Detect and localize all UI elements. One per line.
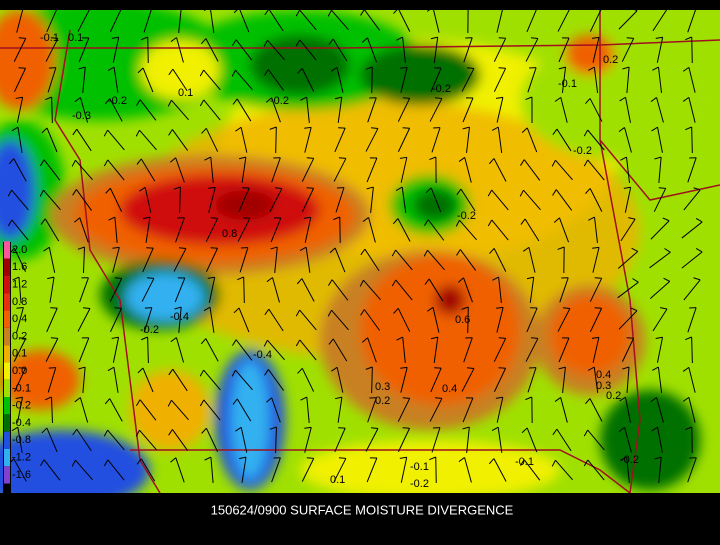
barb-tick xyxy=(403,98,410,99)
contour-label: 0.1 xyxy=(178,87,193,99)
contour-label: -0.4 xyxy=(253,349,272,361)
contour-label: 0.2 xyxy=(606,390,621,402)
contour-label: -0.2 xyxy=(140,324,159,336)
contour-label: -0.2 xyxy=(573,145,592,157)
legend-label: -1.6 xyxy=(12,469,31,481)
legend-swatch xyxy=(4,414,10,431)
barb-tick xyxy=(49,368,56,369)
barb-tick xyxy=(307,158,314,159)
legend-swatch xyxy=(4,293,10,310)
barb-tick xyxy=(19,38,26,39)
legend-label: 2.0 xyxy=(12,244,27,256)
barb-tick xyxy=(499,368,506,369)
barb-tick xyxy=(659,188,666,189)
contour-label: -0.4 xyxy=(170,311,189,323)
barb-tick xyxy=(403,398,410,399)
legend-label: 1.2 xyxy=(12,279,27,291)
legend-label: -1.2 xyxy=(12,452,31,464)
legend-swatch xyxy=(4,241,10,258)
contour-label: 0.3 xyxy=(375,381,390,393)
contour-label: -0.1 xyxy=(40,32,59,44)
legend-swatch xyxy=(4,276,10,293)
contour-label: 0.8 xyxy=(222,228,237,240)
barb-tick xyxy=(147,278,154,279)
legend-label: 0.0 xyxy=(12,365,27,377)
barb-shaft xyxy=(692,127,693,153)
barb-tick xyxy=(307,458,314,459)
legend-swatch xyxy=(4,397,10,414)
barb-tick xyxy=(499,38,506,39)
contour-label: 0.2 xyxy=(603,54,618,66)
contour-label: -0.1 xyxy=(558,78,577,90)
legend-swatch xyxy=(4,259,10,276)
barb-tick xyxy=(595,308,602,309)
legend-swatch xyxy=(4,380,10,397)
contour-label: -0.3 xyxy=(72,110,91,122)
legend-swatch xyxy=(4,449,10,466)
legend-label: -0.2 xyxy=(12,400,31,412)
barb-tick xyxy=(307,188,314,189)
barb-tick xyxy=(211,218,218,219)
barb-tick xyxy=(339,458,346,459)
barb-shaft xyxy=(276,127,277,153)
legend-swatch xyxy=(4,311,10,328)
legend-label: 0.4 xyxy=(12,313,27,325)
contour-label: -0.2 xyxy=(270,95,289,107)
barb-tick xyxy=(51,338,58,339)
contour-label: 0.6 xyxy=(455,314,470,326)
legend-swatch xyxy=(4,345,10,362)
contour-label: -0.2 xyxy=(620,454,639,466)
contour-label: -0.1 xyxy=(410,461,429,473)
barb-tick xyxy=(499,68,506,69)
contour-label: -0.2 xyxy=(432,83,451,95)
legend-swatch xyxy=(4,466,10,483)
field: -0.1 0.1 -0.2 -0.3 0.1 -0.2 -0.2 -0.1 0.2 -0.2 -0.… xyxy=(0,0,720,510)
contour-label: 0.2 xyxy=(375,395,390,407)
legend-label: -0.8 xyxy=(12,434,31,446)
barb-tick xyxy=(595,278,602,279)
contour-label: -0.2 xyxy=(410,478,429,490)
barb-shaft xyxy=(436,457,437,483)
legend-swatch xyxy=(4,328,10,345)
legend-swatch xyxy=(4,362,10,379)
legend-label: 0.1 xyxy=(12,348,27,360)
barb-shaft xyxy=(244,277,245,303)
contour-label: 0.1 xyxy=(330,474,345,486)
barb-tick xyxy=(627,38,634,39)
contour-label: -0.2 xyxy=(108,95,127,107)
legend-label: 1.6 xyxy=(12,261,27,273)
barb-tick xyxy=(115,278,122,279)
legend-swatch xyxy=(4,432,10,449)
barb-shaft xyxy=(372,367,373,393)
legend-label: 0.8 xyxy=(12,296,27,308)
barb-shaft xyxy=(148,37,149,63)
legend-label: 0.2 xyxy=(12,330,27,342)
contour-label: -0.2 xyxy=(457,210,476,222)
contour-label: 0.1 xyxy=(68,32,83,44)
barb-tick xyxy=(627,338,634,339)
caption: 150624/0900 SURFACE MOISTURE DIVERGENCE xyxy=(211,502,514,517)
contour-label: -0.1 xyxy=(515,456,534,468)
barb-shaft xyxy=(692,37,693,63)
contour-label: 0.4 xyxy=(442,383,457,395)
legend-label: -0.1 xyxy=(12,382,31,394)
barb-tick xyxy=(435,398,442,399)
barb-tick xyxy=(403,128,410,129)
barb-tick xyxy=(243,218,250,219)
legend-label: -0.4 xyxy=(12,417,31,429)
barb-tick xyxy=(499,338,506,339)
